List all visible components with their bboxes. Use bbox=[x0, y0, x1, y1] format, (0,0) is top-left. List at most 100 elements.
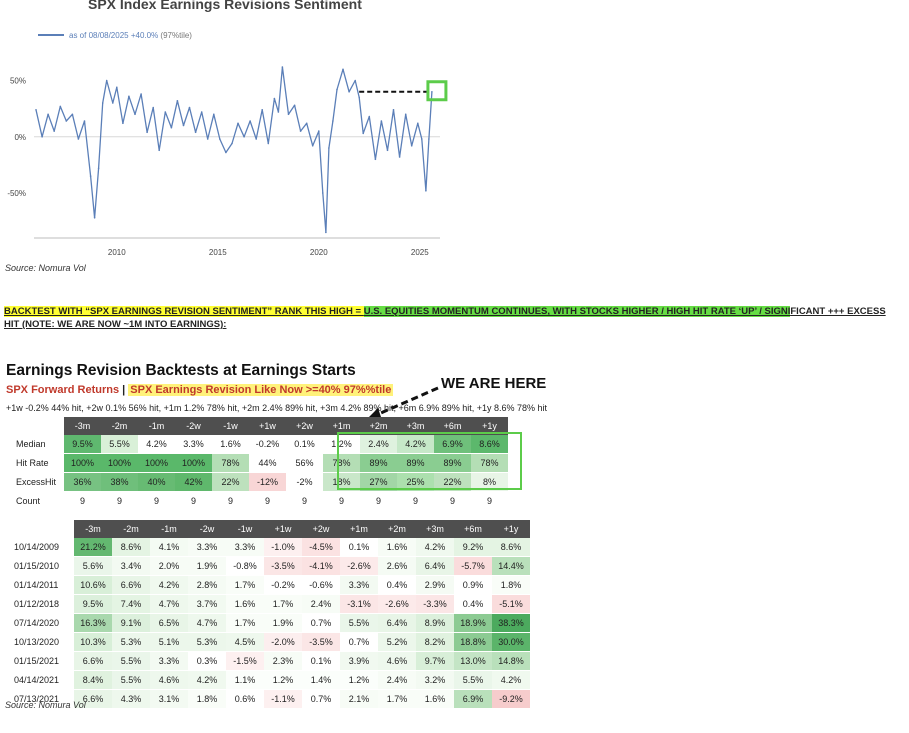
data-point bbox=[293, 104, 296, 107]
value-cell: 2.1% bbox=[340, 689, 378, 709]
value-cell: 56% bbox=[286, 453, 323, 473]
data-point bbox=[122, 122, 124, 125]
column-header: +1m bbox=[323, 417, 360, 435]
value-cell: 36% bbox=[64, 472, 101, 492]
value-cell: 6.4% bbox=[378, 613, 416, 633]
data-point bbox=[116, 86, 118, 89]
data-point bbox=[200, 111, 203, 113]
value-cell: 1.7% bbox=[226, 575, 264, 595]
value-cell: 9 bbox=[101, 491, 138, 511]
data-point bbox=[105, 79, 108, 82]
value-cell: 18.9% bbox=[454, 613, 492, 633]
subtitle-separator: | bbox=[122, 384, 126, 396]
value-cell: 1.2% bbox=[323, 435, 360, 454]
data-point bbox=[410, 145, 413, 147]
data-point bbox=[194, 131, 197, 134]
row-label: 07/14/2020 bbox=[6, 613, 74, 633]
column-header: +2w bbox=[302, 520, 340, 538]
data-point bbox=[287, 113, 290, 116]
value-cell: 38.3% bbox=[492, 613, 530, 633]
row-label: Count bbox=[6, 491, 64, 511]
value-cell: 5.5% bbox=[112, 651, 150, 671]
column-header: -3m bbox=[74, 520, 112, 538]
value-cell: 2.4% bbox=[360, 435, 397, 454]
value-cell: 4.7% bbox=[188, 613, 226, 633]
value-cell: 5.3% bbox=[188, 632, 226, 652]
column-header: -1m bbox=[138, 417, 175, 435]
value-cell: 7.4% bbox=[112, 594, 150, 614]
value-cell: 1.2% bbox=[264, 670, 302, 690]
value-cell: 13.0% bbox=[454, 651, 492, 671]
value-cell: 2.8% bbox=[188, 575, 226, 595]
value-cell: -3.5% bbox=[302, 632, 340, 652]
data-point bbox=[249, 120, 251, 122]
legend-label: as of 08/08/2025 +40.0% (97%tile) bbox=[69, 31, 192, 40]
data-point bbox=[219, 138, 221, 140]
date-backtest-table: -3m -2m -1m -2w -1w +1w +2w +1m +2m +3m +6m +1y 10/… bbox=[6, 520, 530, 709]
value-cell: 1.7% bbox=[226, 613, 264, 633]
value-cell: 6.9% bbox=[454, 689, 492, 709]
date-row: 07/14/2020 16.3% 9.1% 6.5% 4.7% 1.7% 1.9% 0.7% 5… bbox=[6, 613, 530, 633]
data-point bbox=[318, 130, 320, 132]
value-cell: 0.1% bbox=[286, 435, 323, 454]
value-cell: 9 bbox=[360, 491, 397, 511]
value-cell: 6.6% bbox=[74, 689, 112, 709]
value-cell: 8.9% bbox=[416, 613, 454, 633]
value-cell: -1.0% bbox=[264, 538, 302, 557]
column-header: +2m bbox=[378, 520, 416, 538]
value-cell: 0.6% bbox=[226, 689, 264, 709]
value-cell: 3.9% bbox=[340, 651, 378, 671]
value-cell: 9 bbox=[397, 491, 434, 511]
value-cell: 5.5% bbox=[340, 613, 378, 633]
data-point bbox=[97, 167, 100, 170]
value-cell: 8% bbox=[471, 472, 508, 492]
value-cell: 3.1% bbox=[150, 689, 188, 709]
value-cell: 9.1% bbox=[112, 613, 150, 633]
value-cell: 3.3% bbox=[226, 538, 264, 557]
value-cell: 8.6% bbox=[492, 538, 530, 557]
value-cell: -4.5% bbox=[302, 538, 340, 557]
data-point bbox=[325, 231, 327, 234]
data-point bbox=[358, 96, 361, 99]
column-header: +2w bbox=[286, 417, 323, 435]
value-cell: 8.6% bbox=[471, 435, 508, 454]
value-cell: 1.8% bbox=[188, 689, 226, 709]
data-point bbox=[164, 111, 167, 113]
data-point bbox=[267, 142, 270, 145]
column-header: +1y bbox=[492, 520, 530, 538]
value-cell: 14.8% bbox=[492, 651, 530, 671]
subtitle-part1: SPX Forward Returns bbox=[6, 384, 120, 396]
row-label: 01/15/2021 bbox=[6, 651, 74, 671]
value-cell: -9.2% bbox=[492, 689, 530, 709]
data-point bbox=[59, 105, 62, 108]
data-point bbox=[417, 122, 419, 125]
data-point bbox=[206, 138, 209, 140]
column-header: +3m bbox=[416, 520, 454, 538]
value-cell: -12% bbox=[249, 472, 286, 492]
data-point bbox=[322, 192, 324, 194]
value-cell: 44% bbox=[249, 453, 286, 473]
data-point bbox=[101, 102, 104, 104]
row-label: Hit Rate bbox=[6, 453, 64, 473]
data-point bbox=[368, 115, 371, 118]
row-label: 01/14/2011 bbox=[6, 575, 74, 595]
value-cell: 4.6% bbox=[150, 670, 188, 690]
value-cell: 4.6% bbox=[378, 651, 416, 671]
column-header: +1w bbox=[249, 417, 286, 435]
value-cell: 6.6% bbox=[74, 651, 112, 671]
value-cell: -5.1% bbox=[492, 594, 530, 614]
value-cell: 9 bbox=[212, 491, 249, 511]
value-cell: 1.9% bbox=[264, 613, 302, 633]
current-value-box bbox=[426, 80, 448, 102]
data-point bbox=[374, 158, 377, 161]
value-cell: 9 bbox=[434, 491, 471, 511]
date-row: 01/12/2018 9.5% 7.4% 4.7% 3.7% 1.6% 1.7% 2.4% -3… bbox=[6, 594, 530, 614]
data-point bbox=[89, 175, 92, 177]
value-cell: 9 bbox=[249, 491, 286, 511]
value-cell: 5.5% bbox=[112, 670, 150, 690]
summary-row: ExcessHit 36% 38% 40% 42% 22% -12% -2% 18% 27% 25%… bbox=[6, 472, 508, 492]
value-cell: 89% bbox=[434, 453, 471, 473]
value-cell: 4.3% bbox=[112, 689, 150, 709]
earnings-revisions-chart: 50% 0% -50% 2010 2015 2020 2025 as of 08/08/202… bbox=[7, 31, 448, 257]
value-cell: 5.2% bbox=[378, 632, 416, 652]
